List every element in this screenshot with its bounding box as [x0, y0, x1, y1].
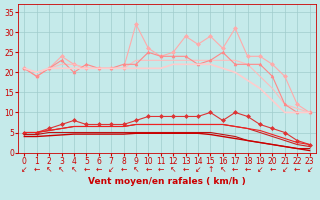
- Text: ↙: ↙: [195, 165, 201, 174]
- Text: ↙: ↙: [108, 165, 114, 174]
- Text: ↖: ↖: [133, 165, 139, 174]
- Text: ↙: ↙: [21, 165, 28, 174]
- Text: ↖: ↖: [46, 165, 52, 174]
- Text: ←: ←: [244, 165, 251, 174]
- Text: ←: ←: [83, 165, 90, 174]
- Text: ←: ←: [34, 165, 40, 174]
- Text: ←: ←: [269, 165, 276, 174]
- Text: ↖: ↖: [58, 165, 65, 174]
- Text: ←: ←: [294, 165, 300, 174]
- Text: ↖: ↖: [220, 165, 226, 174]
- X-axis label: Vent moyen/en rafales ( km/h ): Vent moyen/en rafales ( km/h ): [88, 177, 246, 186]
- Text: ↙: ↙: [307, 165, 313, 174]
- Text: ↙: ↙: [257, 165, 263, 174]
- Text: ←: ←: [96, 165, 102, 174]
- Text: ←: ←: [182, 165, 189, 174]
- Text: ↖: ↖: [71, 165, 77, 174]
- Text: ←: ←: [232, 165, 238, 174]
- Text: ↖: ↖: [170, 165, 176, 174]
- Text: ←: ←: [157, 165, 164, 174]
- Text: ↑: ↑: [207, 165, 213, 174]
- Text: ↙: ↙: [282, 165, 288, 174]
- Text: ←: ←: [145, 165, 152, 174]
- Text: ←: ←: [120, 165, 127, 174]
